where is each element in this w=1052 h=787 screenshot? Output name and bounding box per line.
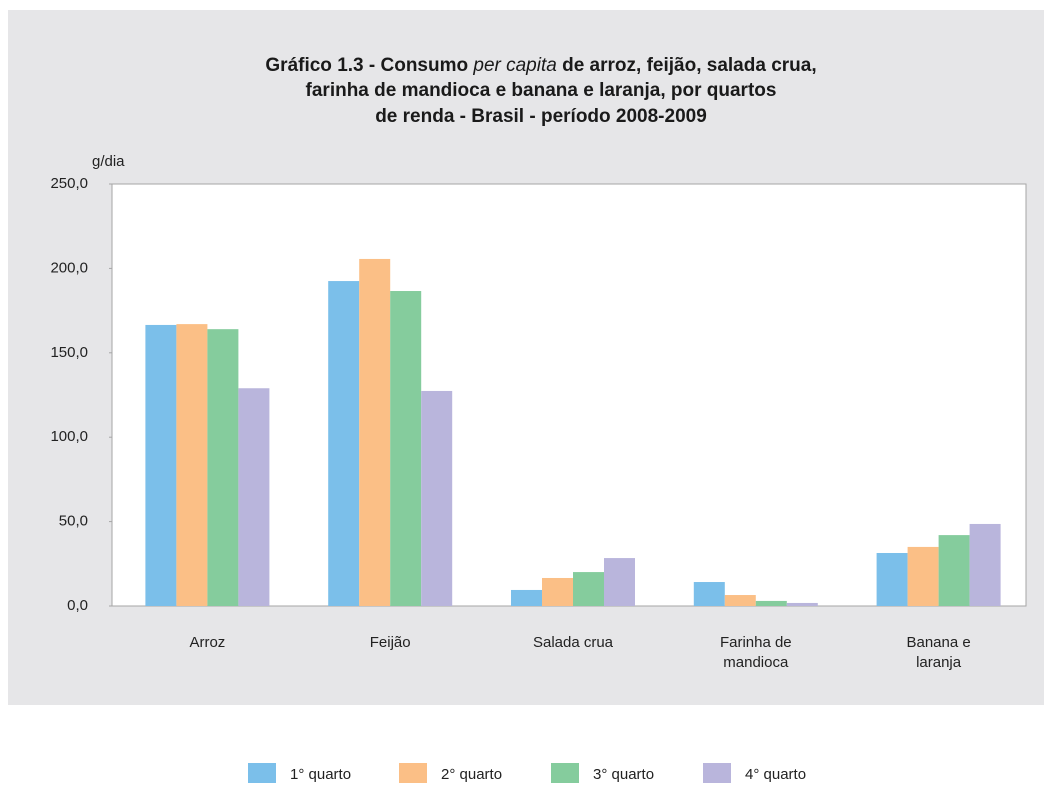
y-tick-label: 0,0 — [67, 597, 88, 614]
chart-title: Gráfico 1.3 - Consumo per capita de arro… — [265, 55, 816, 76]
x-tick-label: Farinha de — [720, 634, 792, 651]
x-tick-label: Salada crua — [533, 634, 614, 651]
legend-swatch — [399, 763, 427, 783]
bar — [359, 258, 391, 606]
bar — [542, 577, 573, 606]
bar — [969, 523, 1001, 606]
chart-title: farinha de mandioca e banana e laranja, … — [306, 80, 777, 101]
bar — [755, 600, 787, 606]
bar — [328, 281, 360, 606]
bar — [693, 582, 725, 606]
bar — [876, 552, 908, 606]
bar — [724, 595, 756, 606]
x-tick-label: laranja — [916, 654, 962, 671]
bar — [786, 602, 818, 606]
bar — [238, 388, 270, 606]
x-tick-label: Feijão — [370, 634, 411, 651]
x-tick-label: mandioca — [723, 654, 789, 671]
x-tick-label: Arroz — [189, 634, 225, 651]
legend-label: 2° quarto — [441, 766, 502, 783]
bar — [145, 324, 177, 606]
bar — [604, 558, 635, 606]
bar — [207, 329, 239, 606]
legend-label: 1° quarto — [290, 766, 351, 783]
y-tick-label: 100,0 — [50, 428, 88, 445]
legend-swatch — [551, 763, 579, 783]
bar — [176, 324, 208, 606]
x-tick-label: Banana e — [906, 634, 970, 651]
legend-label: 3° quarto — [593, 766, 654, 783]
title-part: per capita — [472, 55, 556, 76]
bar — [421, 390, 453, 606]
y-axis-label: g/dia — [92, 153, 125, 170]
legend-swatch — [703, 763, 731, 783]
title-part: de arroz, feijão, salada crua, — [557, 55, 817, 76]
title-part: Gráfico 1.3 - Consumo — [265, 55, 473, 76]
bar — [390, 291, 422, 606]
y-tick-label: 50,0 — [59, 513, 88, 530]
y-tick-label: 150,0 — [50, 344, 88, 361]
chart-title: de renda - Brasil - período 2008-2009 — [375, 106, 707, 127]
bar — [573, 572, 604, 606]
bar — [938, 535, 970, 606]
bar — [907, 546, 939, 606]
legend-label: 4° quarto — [745, 766, 806, 783]
y-tick-label: 200,0 — [50, 259, 88, 276]
bar — [511, 589, 542, 606]
y-tick-label: 250,0 — [50, 175, 88, 192]
legend-swatch — [248, 763, 276, 783]
